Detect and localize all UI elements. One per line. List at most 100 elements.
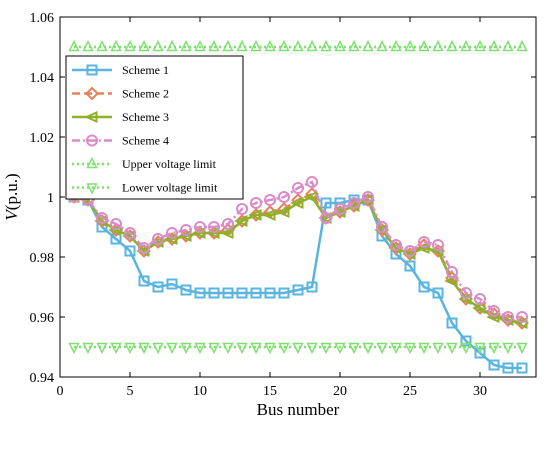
data-point — [516, 39, 528, 52]
data-point — [250, 197, 262, 209]
data-point — [516, 362, 528, 374]
data-point — [278, 342, 290, 355]
data-point — [292, 284, 304, 296]
data-point — [320, 39, 332, 52]
x-tick-label: 15 — [263, 384, 277, 399]
series-markers-1 — [68, 191, 528, 374]
data-point — [418, 39, 430, 52]
data-point — [488, 359, 500, 371]
data-point — [348, 197, 360, 209]
legend-swatch-marker — [86, 156, 98, 169]
data-point — [236, 287, 248, 299]
series-markers-3 — [66, 190, 528, 330]
data-point — [474, 293, 486, 305]
data-point — [446, 266, 458, 278]
data-point — [516, 342, 528, 355]
data-point — [446, 317, 458, 329]
data-point — [138, 275, 150, 287]
data-point — [110, 39, 122, 52]
x-axis-label: Bus number — [257, 400, 340, 419]
legend-label: Scheme 1 — [122, 63, 169, 77]
series-line-2 — [73, 192, 523, 325]
legend-swatch-marker — [85, 86, 99, 101]
data-point — [250, 342, 262, 355]
data-point — [362, 191, 374, 203]
data-point — [180, 284, 192, 296]
data-point — [208, 342, 220, 355]
data-point — [178, 229, 192, 243]
data-point — [96, 39, 108, 52]
data-point — [138, 242, 150, 254]
data-point — [306, 281, 318, 293]
series-markers-5 — [68, 39, 528, 52]
y-axis-label: V(p.u.) — [2, 173, 21, 220]
data-point — [474, 347, 486, 359]
x-tick-label: 25 — [403, 384, 417, 399]
data-point — [488, 342, 500, 355]
data-point — [220, 226, 234, 240]
series-line-4 — [73, 180, 522, 319]
data-point — [432, 39, 444, 52]
data-point — [194, 39, 206, 52]
data-point — [236, 203, 248, 215]
data-point — [516, 311, 528, 323]
data-point — [82, 342, 94, 355]
data-point — [514, 316, 528, 330]
data-point — [502, 342, 514, 355]
axis-ticks: 0 5 10 15 20 25 30 0.94 0.96 0.98 1 1.02 1.04 1.06 — [30, 11, 536, 399]
data-point — [152, 233, 164, 245]
data-point — [390, 39, 402, 52]
data-point — [362, 342, 374, 355]
data-point — [194, 342, 206, 355]
data-point — [376, 221, 388, 233]
series-line-3 — [73, 195, 523, 325]
data-point — [96, 212, 108, 224]
data-point — [222, 39, 234, 52]
data-point — [164, 232, 178, 246]
data-point — [264, 342, 276, 355]
data-point — [206, 226, 220, 240]
data-point — [236, 342, 248, 355]
data-point — [446, 342, 458, 355]
data-point — [418, 281, 430, 293]
data-point — [248, 208, 262, 222]
data-point — [124, 227, 136, 239]
data-point — [264, 194, 276, 206]
legend-swatch-marker — [84, 110, 98, 124]
data-point — [234, 214, 248, 228]
legend-swatch-marker — [86, 183, 98, 195]
data-point — [458, 292, 472, 306]
legend-swatch-marker — [86, 64, 98, 76]
data-point — [108, 223, 122, 237]
legend-box — [65, 55, 244, 200]
legend-label: Scheme 3 — [122, 110, 169, 124]
data-point — [166, 278, 178, 290]
data-point — [278, 287, 290, 299]
legend-label: Scheme 2 — [122, 87, 169, 101]
data-point — [334, 39, 346, 52]
data-point — [222, 287, 234, 299]
data-point — [418, 236, 430, 248]
data-point — [262, 208, 276, 222]
data-point — [250, 39, 262, 52]
data-point — [138, 39, 150, 52]
data-point — [446, 39, 458, 52]
data-point — [306, 176, 318, 188]
data-point — [110, 342, 122, 355]
data-point — [486, 310, 500, 324]
data-point — [264, 39, 276, 52]
data-point — [180, 224, 192, 236]
data-point — [276, 205, 290, 219]
x-tick-label: 10 — [193, 384, 207, 399]
y-tick-label: 1.04 — [30, 71, 55, 86]
data-point — [474, 39, 486, 52]
data-point — [502, 362, 514, 374]
data-point — [152, 39, 164, 52]
data-point — [292, 182, 304, 194]
data-point — [432, 239, 444, 251]
data-point — [292, 39, 304, 52]
x-tick-label: 30 — [473, 384, 487, 399]
data-point — [348, 342, 360, 355]
data-point — [460, 287, 472, 299]
data-point — [264, 287, 276, 299]
